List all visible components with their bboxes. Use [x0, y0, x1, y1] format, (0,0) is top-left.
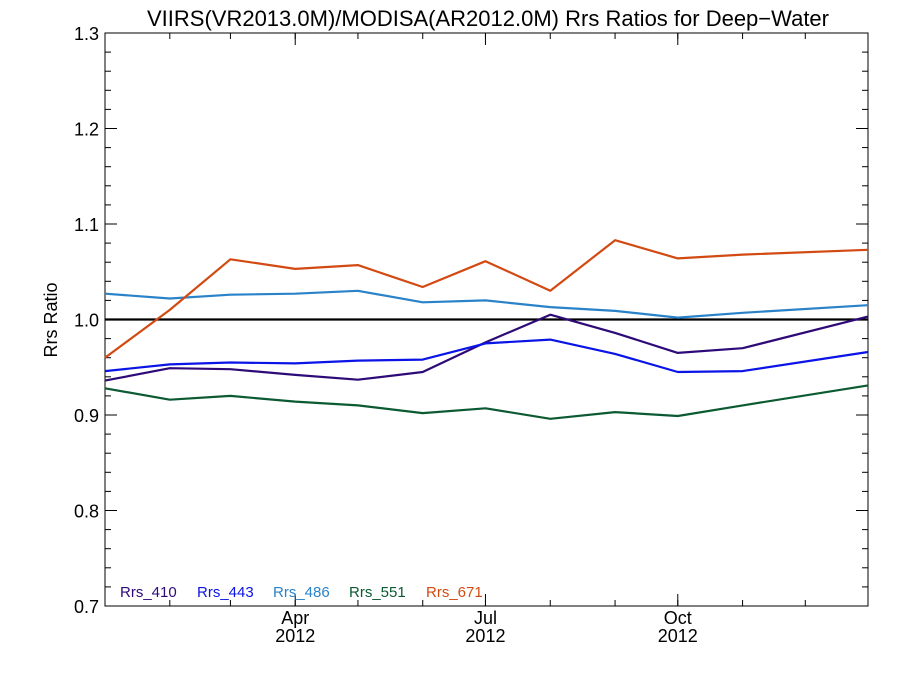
series-line-rrs-486: [104, 289, 869, 319]
y-tick-label: 1.0: [74, 311, 99, 331]
series-line-rrs-410: [104, 313, 869, 382]
legend: Rrs_410 Rrs_443 Rrs_486 Rrs_551 Rrs_671: [120, 584, 483, 601]
legend-label: Rrs_671: [426, 584, 483, 601]
plot-area: 0.70.80.91.01.11.21.3Apr2012Jul2012Oct20…: [74, 24, 869, 646]
y-tick-label: 1.3: [74, 24, 99, 44]
x-tick-year: 2012: [275, 626, 315, 646]
legend-label: Rrs_551: [349, 584, 406, 601]
y-tick-label: 0.7: [74, 597, 99, 617]
y-axis-label: Rrs Ratio: [41, 282, 61, 357]
y-tick-label: 1.2: [74, 120, 99, 140]
legend-label: Rrs_486: [273, 584, 330, 601]
legend-label: Rrs_443: [197, 584, 254, 601]
x-tick-month: Oct: [664, 608, 692, 628]
x-tick-year: 2012: [658, 626, 698, 646]
series-line-rrs-443: [104, 338, 869, 374]
y-tick-label: 0.9: [74, 406, 99, 426]
x-tick-month: Jul: [474, 608, 497, 628]
y-tick-label: 0.8: [74, 502, 99, 522]
legend-label: Rrs_410: [120, 584, 177, 601]
series-line-rrs-671: [104, 239, 869, 359]
y-tick-label: 1.1: [74, 215, 99, 235]
chart-title: VIIRS(VR2013.0M)/MODISA(AR2012.0M) Rrs R…: [147, 6, 829, 31]
x-tick-year: 2012: [465, 626, 505, 646]
series-line-rrs-551: [104, 384, 869, 420]
x-tick-month: Apr: [281, 608, 309, 628]
